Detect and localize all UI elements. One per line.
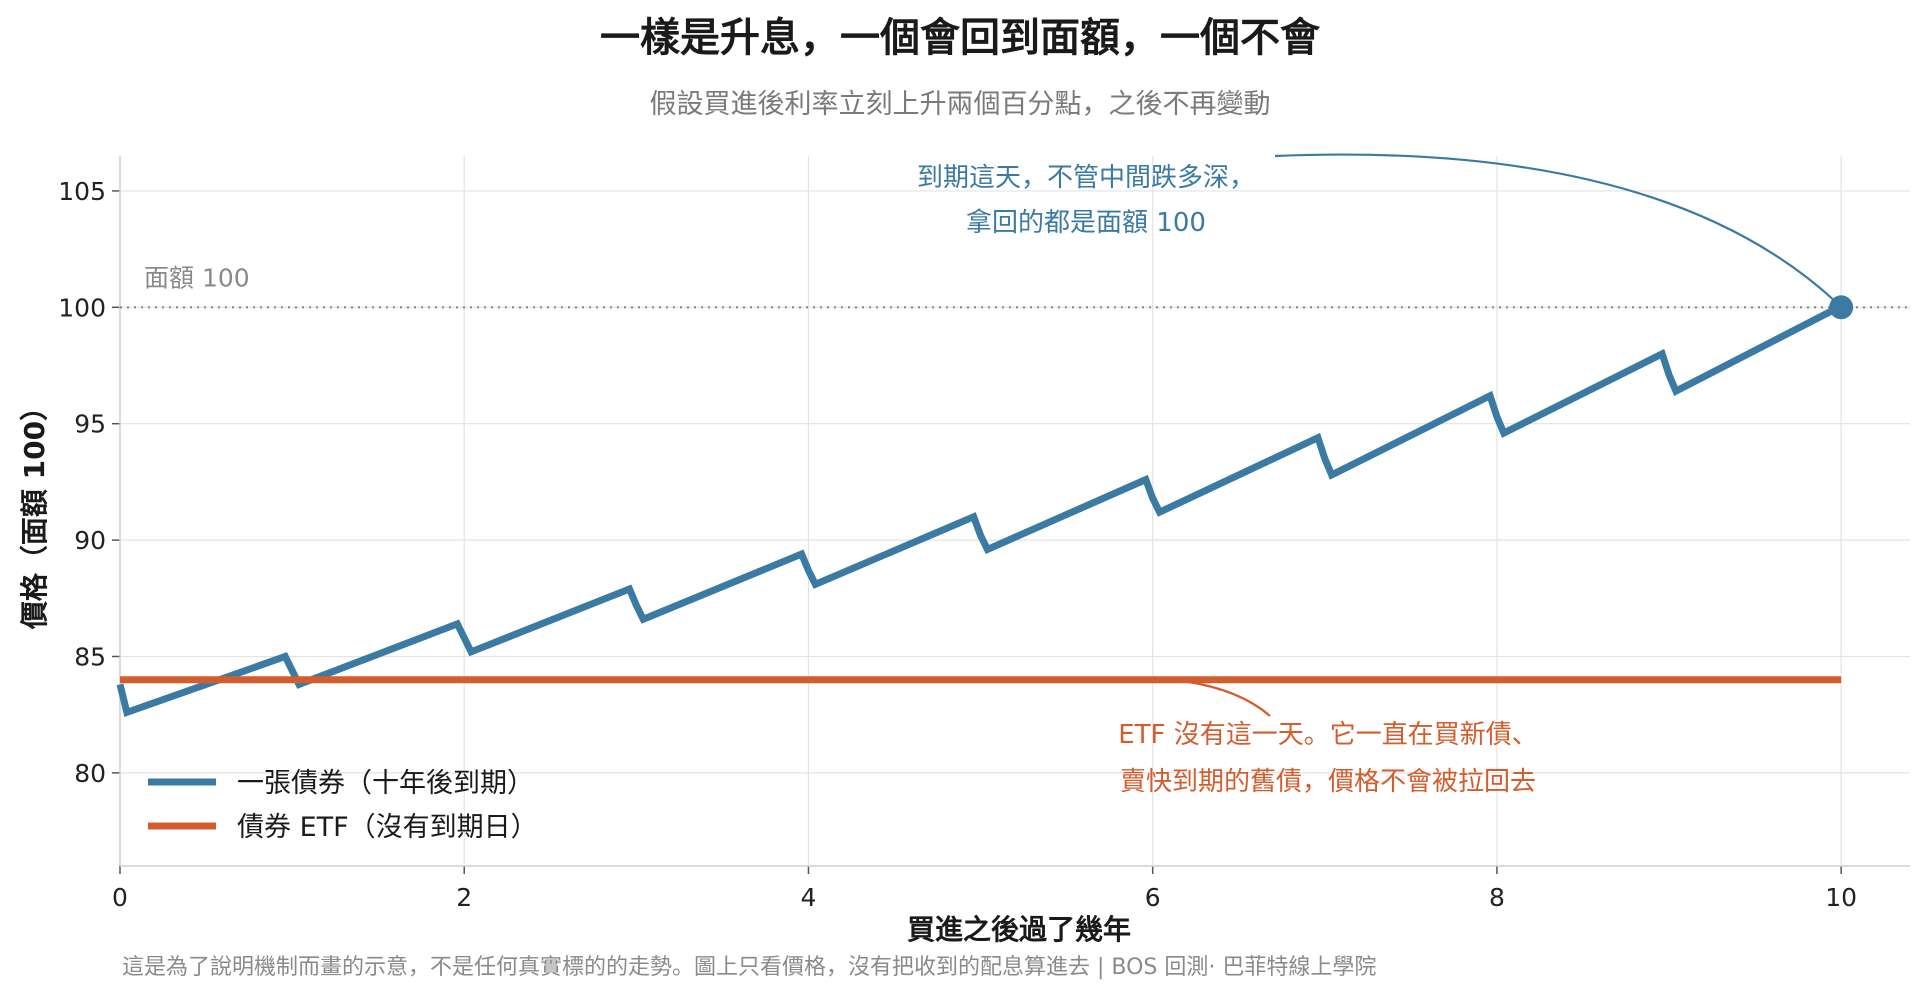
y-tick-label: 90 [74, 526, 106, 555]
legend: 一張債券（十年後到期） 債券 ETF（沒有到期日） [148, 768, 538, 843]
reference-label: 面額 100 [144, 263, 250, 292]
maturity-point [1829, 295, 1854, 320]
annotations: 到期這天，不管中間跌多深， 拿回的都是面額 100 ETF 沒有這一天。它一直在買新… [917, 153, 1854, 797]
legend-label: 一張債券（十年後到期） [237, 768, 534, 799]
x-axis-label: 買進之後過了幾年 [907, 913, 1131, 946]
bond-series-line [116, 303, 1843, 717]
grid [119, 156, 1910, 866]
x-tick-label: 8 [1489, 883, 1505, 912]
chart-title: 一樣是升息，一個會回到面額，一個不會 [600, 15, 1321, 61]
footnote: 這是為了說明機制而畫的示意，不是任何真實標的的走勢。圖上只看價格，沒有把收到的配… [122, 955, 1376, 980]
y-tick-label: 85 [74, 642, 106, 671]
series [116, 303, 1843, 717]
axes: 0 2 4 6 8 10 80 85 90 95 100 105 [58, 156, 1910, 912]
y-tick-label: 95 [74, 410, 106, 439]
x-tick-label: 10 [1825, 883, 1857, 912]
etf-annotation-line: ETF 沒有這一天。它一直在買新債、 [1118, 720, 1538, 750]
x-tick-label: 4 [801, 883, 817, 912]
maturity-annotation-line: 到期這天，不管中間跌多深， [917, 163, 1255, 193]
etf-annotation-line: 賣快到期的舊債，價格不會被拉回去 [1120, 767, 1536, 797]
x-tick-label: 6 [1145, 883, 1161, 912]
reference-line: 面額 100 [120, 263, 1910, 309]
chart-subtitle: 假設買進後利率立刻上升兩個百分點，之後不再變動 [650, 89, 1271, 120]
y-tick-label: 80 [74, 759, 106, 788]
x-tick-label: 2 [456, 883, 472, 912]
x-tick-label: 0 [112, 883, 128, 912]
y-tick-label: 105 [58, 177, 106, 206]
etf-connector [1186, 680, 1271, 717]
maturity-annotation-line: 拿回的都是面額 100 [966, 208, 1206, 238]
y-tick-label: 100 [58, 293, 106, 322]
y-axis-label: 價格（面額 100） [18, 393, 51, 630]
legend-label: 債券 ETF（沒有到期日） [237, 812, 538, 843]
maturity-connector [1274, 153, 1836, 303]
